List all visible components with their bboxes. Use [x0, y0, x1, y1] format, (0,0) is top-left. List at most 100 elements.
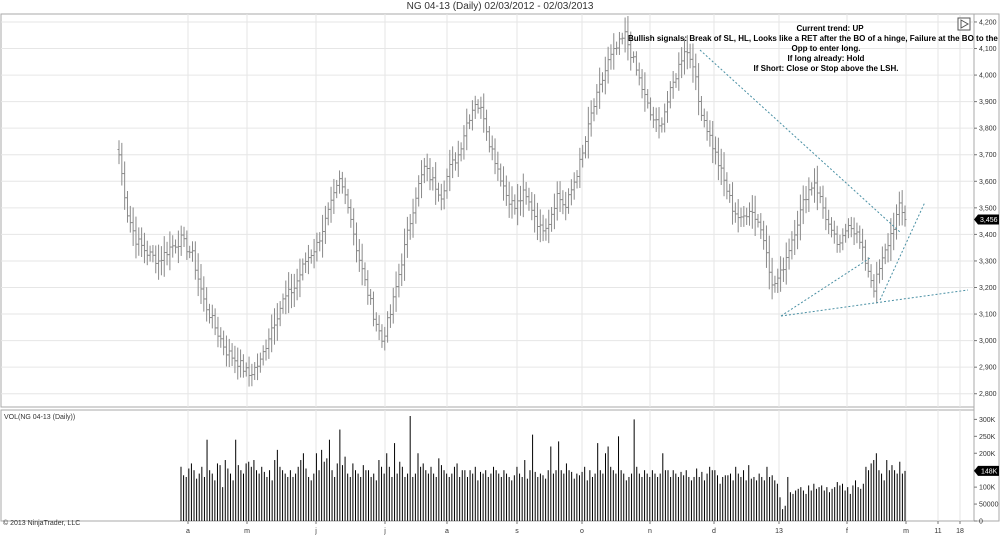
- price-bar: [779, 256, 783, 292]
- price-bar: [736, 199, 740, 233]
- price-bar: [202, 276, 206, 312]
- price-bars: [117, 16, 907, 387]
- price-bar: [900, 190, 904, 226]
- price-bar: [702, 108, 706, 128]
- price-bar: [626, 16, 630, 61]
- price-bar: [165, 241, 169, 266]
- price-bar: [117, 140, 121, 165]
- price-bar: [448, 149, 452, 192]
- price-bar: [468, 114, 472, 130]
- price-tick-label: 3,900: [979, 99, 997, 106]
- price-bar: [838, 234, 842, 253]
- price-bar: [889, 218, 893, 261]
- price-bar: [649, 97, 653, 121]
- price-bar: [861, 228, 865, 261]
- volume-tick-label: 300K: [979, 417, 996, 424]
- price-bar: [140, 227, 144, 258]
- price-bar: [552, 193, 556, 230]
- price-bar: [714, 136, 718, 165]
- price-bar: [651, 106, 655, 128]
- price-bar: [422, 157, 426, 184]
- price-bar: [747, 202, 751, 226]
- price-tick-label: 4,200: [979, 19, 997, 26]
- price-bar: [606, 46, 610, 84]
- price-bar: [863, 239, 867, 271]
- price-bar: [886, 233, 890, 263]
- price-bar: [182, 226, 186, 247]
- price-bar: [414, 187, 418, 224]
- price-bar: [538, 209, 542, 243]
- price-bar: [476, 99, 480, 114]
- price-bar: [157, 244, 161, 280]
- time-tick-label: a: [186, 528, 190, 535]
- price-bar: [555, 181, 559, 221]
- price-bar: [767, 235, 771, 290]
- price-bar: [680, 47, 684, 79]
- price-bar: [493, 138, 497, 175]
- price-bar: [459, 142, 463, 162]
- price-bar: [646, 89, 650, 109]
- price-bar: [374, 312, 378, 332]
- price-bar: [575, 170, 579, 189]
- price-tick-label: 3,400: [979, 232, 997, 239]
- price-bar: [677, 52, 681, 91]
- price-bar: [329, 186, 333, 223]
- price-bar: [151, 244, 155, 263]
- price-bar: [298, 258, 302, 298]
- price-bar: [267, 328, 271, 359]
- volume-tick-label: 250K: [979, 434, 996, 441]
- price-bar: [321, 214, 325, 258]
- price-bar: [750, 195, 754, 229]
- price-bar: [725, 172, 729, 200]
- price-bar: [790, 231, 794, 260]
- price-bar: [479, 96, 483, 119]
- price-bar: [866, 257, 870, 278]
- price-bar: [637, 62, 641, 86]
- price-bar: [694, 53, 698, 91]
- price-bar: [256, 353, 260, 381]
- time-tick-label: m: [903, 528, 909, 535]
- price-tick-label: 4,000: [979, 73, 997, 80]
- price-bar: [535, 202, 539, 241]
- time-tick-label: 18: [956, 528, 964, 535]
- price-bar: [595, 84, 599, 115]
- price-bar: [470, 100, 474, 131]
- time-tick-label: n: [648, 528, 652, 535]
- price-bar: [869, 264, 873, 288]
- price-bar: [762, 220, 766, 250]
- price-bar: [742, 206, 746, 227]
- price-bar: [821, 185, 825, 219]
- price-bar: [513, 194, 517, 215]
- price-tick-label: 3,300: [979, 258, 997, 265]
- price-bar: [162, 236, 166, 277]
- current-volume-marker: 148K: [974, 465, 999, 476]
- price-bar: [561, 190, 565, 215]
- price-bar: [247, 356, 251, 387]
- price-bar: [629, 31, 633, 71]
- price-bar: [391, 287, 395, 324]
- price-bar: [185, 230, 189, 260]
- price-bar: [363, 262, 367, 287]
- price-panel: [0, 13, 975, 408]
- price-bar: [309, 249, 313, 264]
- price-bar: [589, 100, 593, 137]
- price-bar: [643, 72, 647, 112]
- price-bar: [572, 172, 576, 200]
- price-bar: [191, 241, 195, 262]
- price-bar: [159, 246, 163, 276]
- price-bar: [462, 125, 466, 160]
- price-bar: [352, 208, 356, 246]
- price-bar: [292, 273, 296, 307]
- price-bar: [487, 126, 491, 153]
- price-bar: [340, 171, 344, 194]
- price-bar: [174, 239, 178, 254]
- price-bar: [312, 238, 316, 269]
- price-bar: [564, 191, 568, 221]
- price-bar: [496, 151, 500, 181]
- price-bar: [798, 194, 802, 241]
- price-bar: [711, 120, 715, 164]
- price-bar: [558, 181, 562, 212]
- panel-toggle-icon[interactable]: [957, 17, 971, 31]
- current-price-label: 3,456: [980, 217, 998, 224]
